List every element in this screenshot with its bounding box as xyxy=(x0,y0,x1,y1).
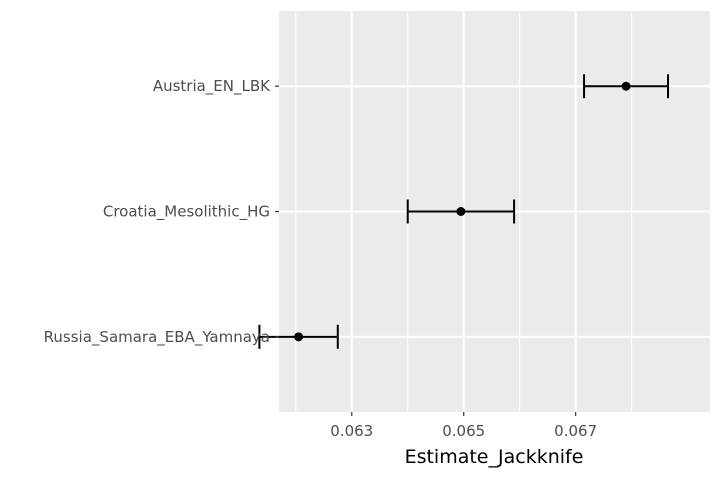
y-axis: Austria_EN_LBK Croatia_Mesolithic_HG Russi… xyxy=(44,77,279,347)
x-axis-title: Estimate_Jackknife xyxy=(405,446,584,468)
y-tick-label: Austria_EN_LBK xyxy=(153,77,271,96)
x-axis: 0.063 0.065 0.067 xyxy=(330,412,597,440)
y-tick-label: Russia_Samara_EBA_Yamnaya xyxy=(44,328,270,347)
x-tick-label: 0.063 xyxy=(330,422,373,440)
estimate-point xyxy=(294,332,304,342)
x-tick-label: 0.067 xyxy=(554,422,597,440)
y-tick-label: Croatia_Mesolithic_HG xyxy=(103,203,270,222)
estimate-point xyxy=(456,207,466,216)
x-tick-label: 0.065 xyxy=(442,422,485,440)
estimate-point xyxy=(621,81,631,91)
data-marks xyxy=(258,74,670,349)
